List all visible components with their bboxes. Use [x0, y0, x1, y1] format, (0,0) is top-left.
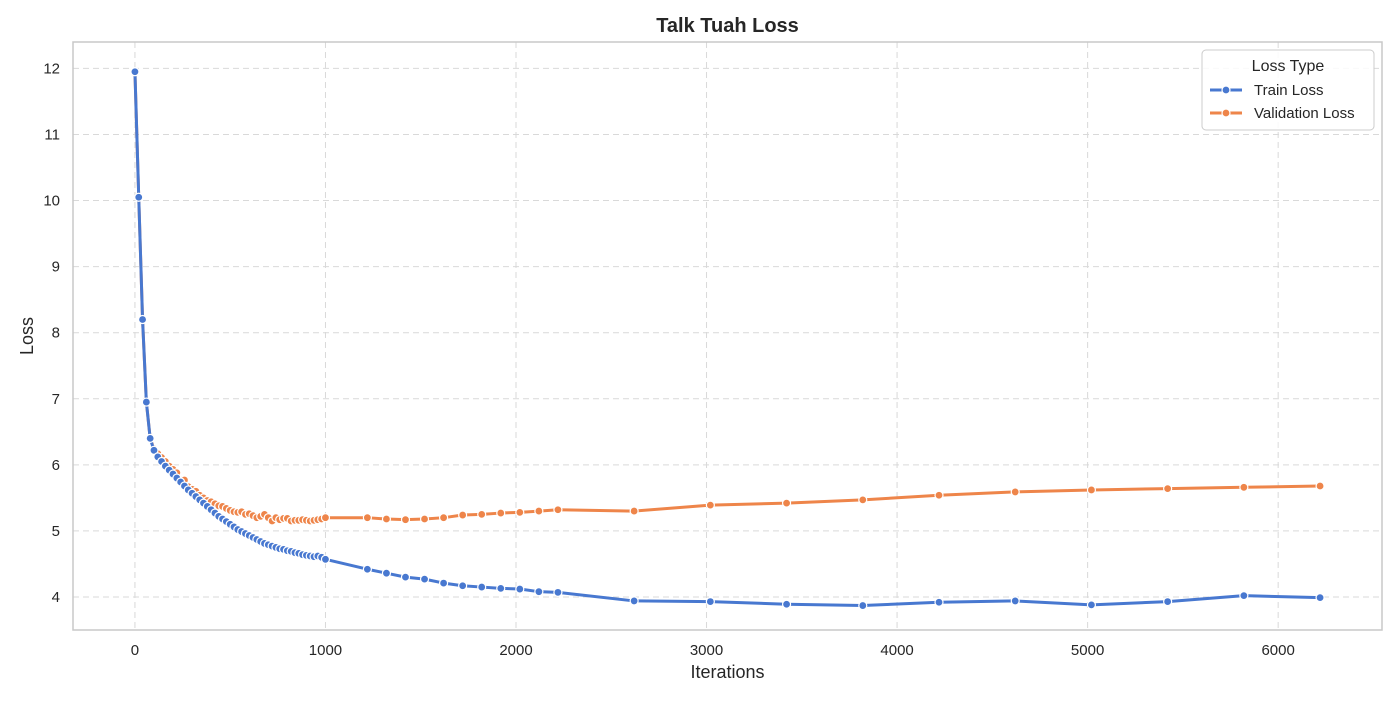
legend-entry: Train Loss [1210, 82, 1323, 99]
data-point [149, 445, 159, 455]
x-tick-label: 2000 [499, 642, 532, 659]
data-point [705, 596, 715, 607]
data-point [705, 500, 715, 510]
x-tick-label: 3000 [690, 642, 723, 659]
tick-layer: 0 1000 2000 3000 4000 5000 6000 4 5 6 7 8 9 10 11 12 [43, 60, 1295, 659]
data-point [477, 582, 487, 592]
legend-entries: Train Loss Validation Loss [1210, 82, 1355, 122]
data-point [145, 433, 155, 443]
legend-swatch-marker [1221, 85, 1231, 95]
data-point [381, 514, 392, 524]
data-point [137, 314, 148, 325]
x-tick-label: 5000 [1071, 642, 1104, 659]
data-point [362, 513, 372, 523]
grid-layer [73, 42, 1382, 630]
y-tick-label: 4 [52, 589, 60, 606]
legend-label: Train Loss [1254, 82, 1323, 99]
data-point [400, 515, 411, 525]
y-tick-label: 10 [43, 193, 60, 210]
data-point [934, 597, 944, 607]
data-point [320, 554, 331, 564]
data-point [141, 397, 151, 407]
data-point [553, 505, 563, 515]
series-train-loss [130, 67, 1325, 611]
data-point [629, 596, 639, 606]
x-tick-label: 0 [131, 642, 139, 659]
data-point [362, 564, 372, 574]
legend-swatch-marker [1221, 108, 1231, 118]
data-point [439, 513, 449, 523]
data-point [130, 67, 140, 77]
data-point [858, 495, 868, 505]
y-tick-label: 5 [52, 523, 60, 540]
data-point [934, 490, 944, 500]
data-point [400, 572, 411, 582]
data-point [1163, 596, 1173, 607]
data-point [629, 506, 639, 516]
data-point [1086, 485, 1097, 495]
y-tick-label: 7 [52, 391, 60, 408]
data-point [1086, 600, 1097, 610]
data-point [320, 513, 331, 523]
data-point [515, 507, 525, 518]
data-point [1239, 591, 1249, 601]
data-point [1315, 481, 1325, 491]
data-point [1315, 593, 1325, 603]
data-point [381, 568, 392, 578]
legend-label: Validation Loss [1254, 105, 1355, 122]
data-point [781, 599, 792, 609]
x-tick-label: 6000 [1261, 642, 1294, 659]
data-point [1010, 596, 1020, 606]
data-point [439, 578, 449, 588]
data-point [458, 510, 468, 520]
data-point [534, 506, 544, 516]
data-point [496, 583, 506, 593]
legend-entry: Validation Loss [1210, 105, 1355, 122]
y-tick-label: 8 [52, 325, 60, 342]
y-axis-title: Loss [17, 317, 37, 355]
legend-title: Loss Type [1252, 58, 1325, 75]
y-tick-label: 9 [52, 259, 60, 276]
data-point [553, 587, 563, 597]
y-tick-label: 12 [43, 60, 60, 77]
data-point [515, 584, 525, 594]
y-tick-label: 6 [52, 457, 60, 474]
data-point [458, 581, 468, 591]
series-line [133, 70, 1322, 608]
legend: Loss Type Train Loss Validation Loss [1201, 49, 1375, 131]
plot-frame [72, 41, 1383, 631]
x-tick-label: 1000 [309, 642, 342, 659]
data-point [477, 509, 487, 519]
legend-box [1201, 49, 1375, 131]
data-point [496, 508, 506, 518]
data-point [1010, 487, 1020, 497]
data-point [534, 587, 544, 597]
series-validation-loss [130, 67, 1325, 526]
chart-title: Talk Tuah Loss [656, 15, 799, 37]
data-point [858, 600, 868, 611]
data-point [419, 514, 430, 524]
series-line [133, 70, 1322, 523]
y-tick-label: 11 [44, 126, 60, 143]
data-point [1163, 484, 1173, 494]
x-axis-title: Iterations [690, 662, 764, 682]
data-point [419, 574, 430, 584]
series-layer [130, 67, 1325, 611]
data-point [1239, 482, 1249, 492]
data-point [781, 498, 792, 508]
data-point [134, 192, 144, 202]
x-tick-label: 4000 [880, 642, 913, 659]
